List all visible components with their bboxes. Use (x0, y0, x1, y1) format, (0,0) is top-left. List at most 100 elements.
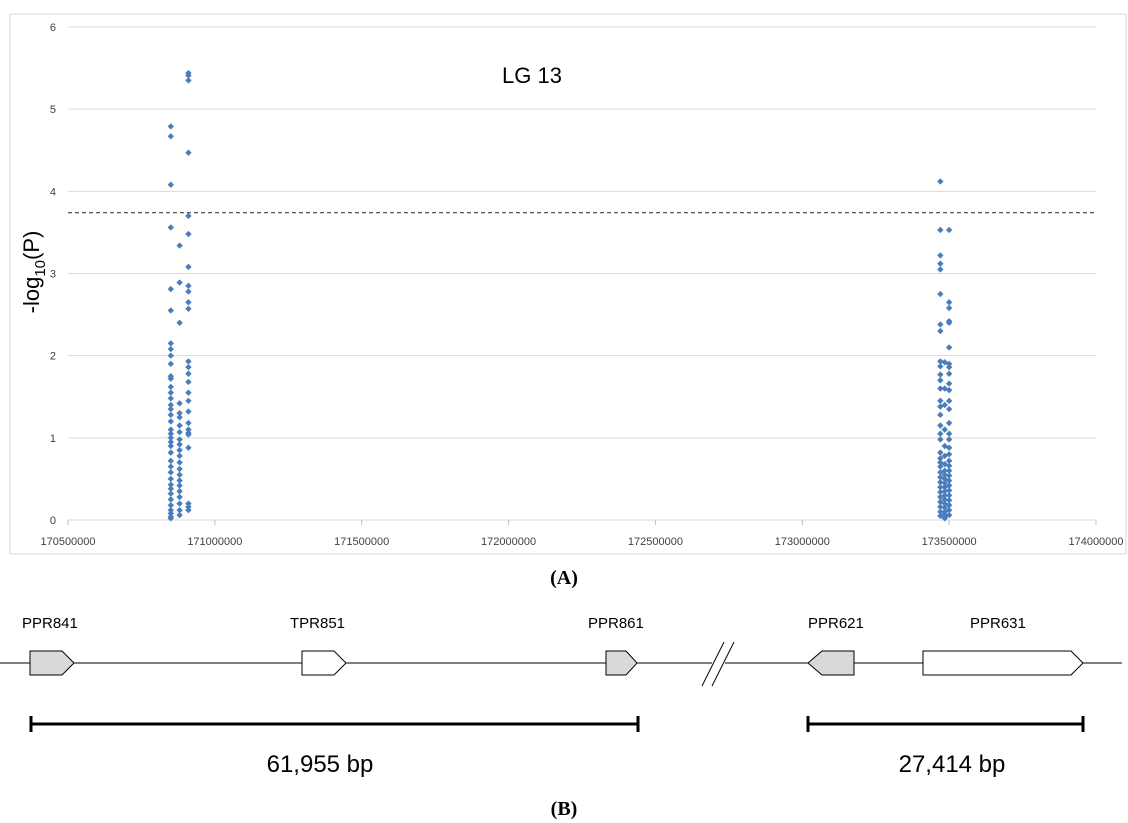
data-point (167, 123, 174, 130)
data-point (167, 395, 174, 402)
gene-arrow-tpr851 (301, 650, 347, 676)
y-axis-label: -log10(P) (19, 231, 49, 314)
data-point (937, 430, 944, 437)
data-point (167, 375, 174, 382)
data-point (167, 469, 174, 476)
data-point (167, 426, 174, 433)
data-point (176, 446, 183, 454)
x-tick-label: 174000000 (1068, 536, 1123, 548)
data-point (167, 490, 174, 497)
data-point (945, 462, 953, 469)
data-point (937, 422, 944, 429)
data-point (945, 497, 953, 504)
data-point (185, 299, 192, 306)
y-tick-label: 4 (50, 186, 56, 198)
panel-b-label: (B) (551, 798, 578, 820)
data-point (176, 400, 183, 407)
data-point (937, 463, 944, 470)
gene-arrow-ppr861 (605, 650, 638, 676)
data-point (945, 487, 953, 494)
gene-arrow-ppr621 (807, 650, 855, 676)
data-point (167, 345, 174, 353)
data-point (167, 352, 174, 359)
scale-bar-1 (29, 716, 640, 732)
scale-bar-2 (806, 716, 1085, 732)
data-point (941, 452, 948, 460)
data-point (941, 496, 948, 503)
data-point (945, 363, 953, 371)
data-point (185, 378, 192, 386)
y-tick-labels: 0 1 2 3 4 5 6 (50, 22, 56, 527)
data-point (945, 457, 953, 465)
data-point (167, 285, 174, 293)
scale-bar-1-label: 61,955 bp (267, 751, 374, 778)
data-point (941, 488, 948, 495)
data-point (185, 408, 192, 415)
data-point (167, 401, 174, 409)
y-tick-label: 6 (50, 22, 56, 34)
data-point (941, 471, 948, 479)
data-point (167, 510, 174, 517)
data-point (945, 430, 953, 437)
data-point (937, 290, 944, 298)
data-point (185, 77, 192, 84)
data-point (167, 475, 174, 483)
data-point (176, 452, 183, 460)
data-point (167, 438, 174, 446)
data-point (176, 279, 183, 286)
y-tick-label: 1 (50, 433, 56, 445)
data-point (937, 226, 944, 234)
data-point (176, 500, 183, 507)
data-point (937, 363, 944, 370)
data-point (937, 266, 944, 273)
x-tick-label: 170500000 (40, 536, 95, 548)
data-point (176, 319, 183, 326)
data-point (176, 436, 183, 443)
data-point (937, 397, 944, 405)
data-point (941, 500, 948, 507)
data-point (167, 463, 174, 470)
data-point (185, 230, 192, 238)
gridlines (67, 26, 1097, 525)
data-point (167, 383, 174, 391)
data-point (167, 224, 174, 231)
data-point (176, 506, 183, 514)
data-point (937, 321, 944, 328)
data-point (176, 488, 183, 495)
data-point (941, 475, 948, 483)
data-point (937, 252, 944, 259)
data-point (941, 515, 948, 522)
x-tick-label: 173000000 (775, 536, 830, 548)
data-point (167, 405, 174, 413)
data-point (945, 380, 953, 387)
data-point (167, 360, 174, 368)
data-point (167, 418, 174, 425)
data-point (945, 511, 953, 519)
gene-arrow-ppr631 (922, 650, 1084, 676)
data-point (167, 340, 174, 347)
data-point (176, 477, 183, 484)
data-point (937, 377, 944, 384)
data-point (945, 344, 953, 351)
data-point (185, 370, 192, 377)
data-point (945, 436, 953, 443)
data-point (176, 422, 183, 429)
scale-bar-2-label: 27,414 bp (899, 751, 1006, 778)
data-point (185, 363, 192, 371)
data-point (185, 444, 192, 451)
data-point (945, 319, 953, 326)
data-point (185, 212, 192, 220)
data-point (185, 149, 192, 156)
data-point (941, 359, 948, 366)
data-point (945, 405, 953, 413)
y-tick-label: 3 (50, 269, 56, 281)
y-tick-label: 2 (50, 351, 56, 363)
data-point (937, 479, 944, 486)
data-point (941, 467, 948, 474)
data-point (937, 385, 944, 392)
data-point (937, 327, 944, 335)
data-point (185, 419, 192, 427)
data-point (176, 471, 183, 479)
data-point (945, 472, 953, 479)
